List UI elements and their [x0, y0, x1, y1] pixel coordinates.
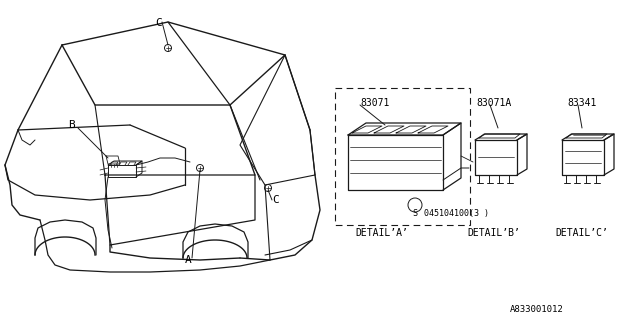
Text: 045104100(3 ): 045104100(3 ): [424, 209, 489, 218]
Text: C: C: [272, 195, 279, 205]
Text: 83341: 83341: [567, 98, 596, 108]
Text: 83071: 83071: [360, 98, 389, 108]
Text: A: A: [185, 255, 192, 265]
Text: DETAIL’B’: DETAIL’B’: [467, 228, 520, 238]
Text: A833001012: A833001012: [510, 305, 564, 314]
Text: C: C: [155, 18, 162, 28]
Text: B: B: [68, 120, 75, 130]
Text: DETAIL’C’: DETAIL’C’: [555, 228, 608, 238]
Text: DETAIL’A’: DETAIL’A’: [355, 228, 408, 238]
Text: 83071A: 83071A: [476, 98, 511, 108]
Text: S: S: [412, 209, 417, 218]
